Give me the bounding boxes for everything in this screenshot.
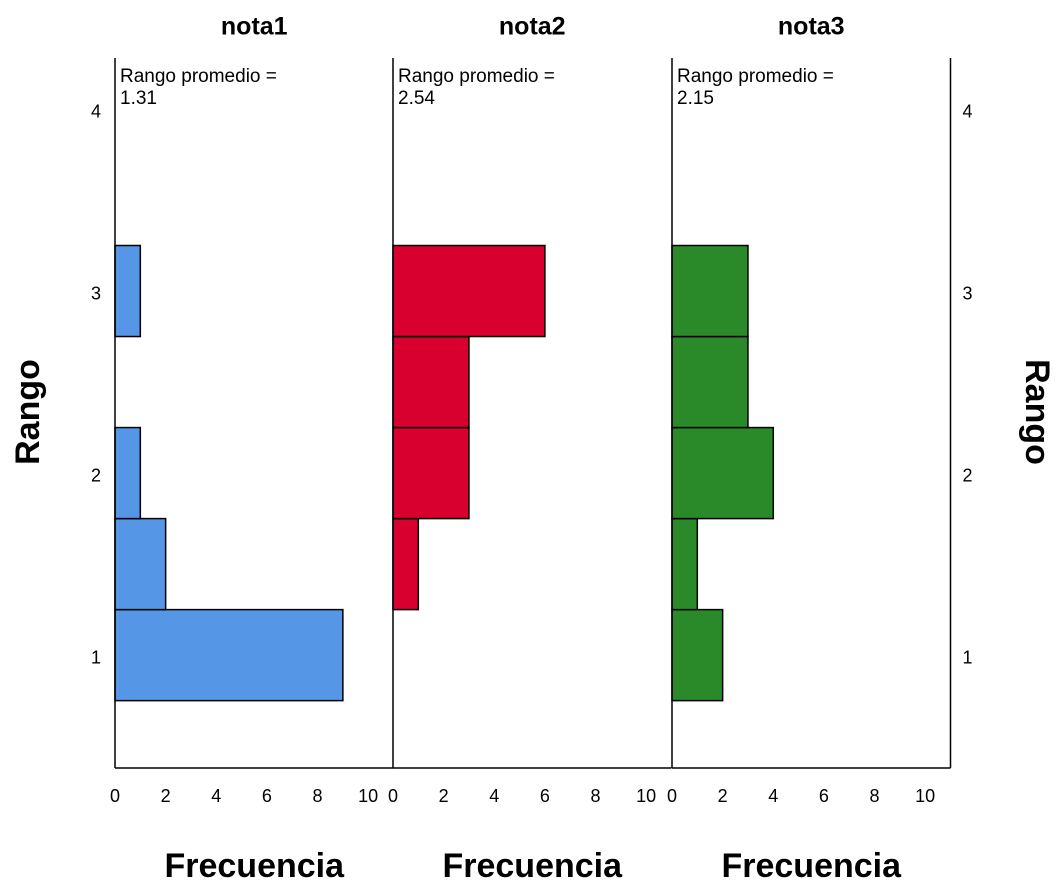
x-tick-label: 6 bbox=[819, 786, 829, 806]
x-tick-label: 6 bbox=[540, 786, 550, 806]
bar bbox=[671, 608, 724, 702]
x-tick-label: 0 bbox=[110, 786, 120, 806]
x-axis-label: Frecuencia bbox=[164, 847, 345, 885]
bar bbox=[671, 244, 749, 338]
annotation-label: Rango promedio = bbox=[120, 66, 277, 87]
bar bbox=[392, 426, 470, 520]
bar bbox=[114, 517, 167, 611]
annotation-label: Rango promedio = bbox=[398, 66, 555, 87]
bar bbox=[392, 335, 470, 429]
x-tick-label: 10 bbox=[915, 786, 935, 806]
x-axis-label: Frecuencia bbox=[721, 847, 902, 885]
y-tick-label: 1 bbox=[963, 648, 973, 668]
bar bbox=[114, 426, 142, 520]
x-tick-label: 0 bbox=[388, 786, 398, 806]
annotation-value: 1.31 bbox=[120, 88, 157, 109]
y-tick-label: 3 bbox=[91, 283, 101, 303]
y-tick-label: 3 bbox=[963, 283, 973, 303]
x-tick-label: 4 bbox=[489, 786, 499, 806]
panel-title: nota3 bbox=[778, 13, 845, 41]
y-tick-label: 2 bbox=[963, 465, 973, 485]
panel-title: nota2 bbox=[499, 13, 566, 41]
x-axis-label: Frecuencia bbox=[442, 847, 623, 885]
y-axis-label: Rango bbox=[9, 359, 47, 465]
x-tick-label: 2 bbox=[161, 786, 171, 806]
x-tick-label: 4 bbox=[768, 786, 778, 806]
x-tick-label: 10 bbox=[358, 786, 378, 806]
annotation-label: Rango promedio = bbox=[677, 66, 834, 87]
bar bbox=[671, 426, 775, 520]
y-tick-label: 4 bbox=[963, 101, 973, 121]
bar bbox=[392, 244, 546, 338]
bar bbox=[671, 335, 749, 429]
bar bbox=[114, 244, 142, 338]
panel-title: nota1 bbox=[221, 13, 288, 41]
annotation-value: 2.15 bbox=[677, 88, 714, 109]
y-tick-label: 2 bbox=[91, 465, 101, 485]
bar bbox=[114, 608, 344, 702]
y-axis-label: Rango bbox=[1018, 359, 1056, 465]
x-tick-label: 8 bbox=[591, 786, 601, 806]
x-tick-label: 8 bbox=[313, 786, 323, 806]
x-tick-label: 0 bbox=[667, 786, 677, 806]
x-tick-label: 2 bbox=[439, 786, 449, 806]
annotation-value: 2.54 bbox=[398, 88, 435, 109]
x-tick-label: 2 bbox=[718, 786, 728, 806]
bar bbox=[671, 517, 699, 611]
y-tick-label: 1 bbox=[91, 648, 101, 668]
x-tick-label: 4 bbox=[211, 786, 221, 806]
x-tick-label: 10 bbox=[636, 786, 656, 806]
x-tick-label: 8 bbox=[870, 786, 880, 806]
bar bbox=[392, 517, 420, 611]
y-tick-label: 4 bbox=[91, 101, 101, 121]
x-tick-label: 6 bbox=[262, 786, 272, 806]
